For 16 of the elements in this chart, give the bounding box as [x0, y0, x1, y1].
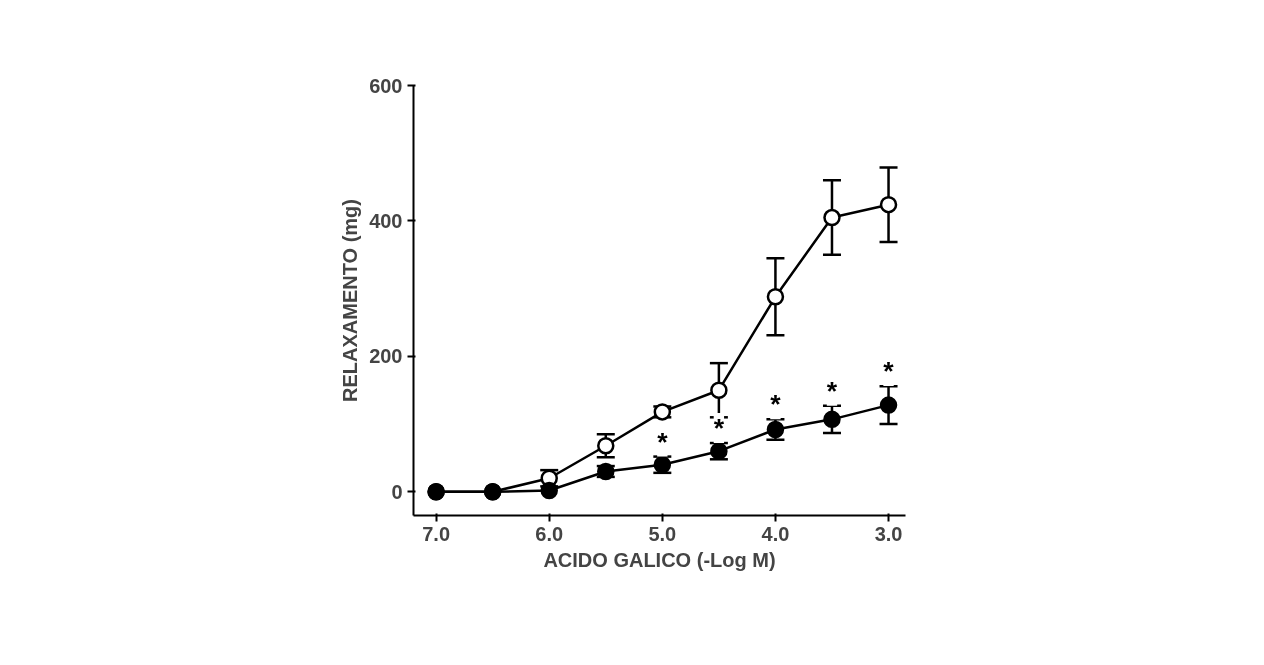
annotation: *: [883, 356, 895, 387]
annotation: *: [713, 412, 725, 443]
y-tick-label: 400: [369, 209, 403, 232]
x-tick-label: 7.0: [422, 522, 451, 545]
y-tick-label: 0: [391, 480, 403, 503]
x-tick-label: 6.0: [535, 522, 564, 545]
x-tick-label: 5.0: [648, 522, 677, 545]
y-tick-label: 600: [369, 74, 403, 97]
x-tick-label: 3.0: [874, 522, 903, 545]
x-axis-title: ACIDO GALICO (-Log M): [543, 548, 776, 571]
x-tick-label: 4.0: [761, 522, 790, 545]
annotation: *: [826, 375, 838, 406]
y-axis-title: RELAXAMENTO (mg): [339, 199, 362, 402]
y-tick-label: 200: [369, 345, 403, 368]
annotation: *: [770, 389, 782, 420]
annotation: *: [657, 426, 669, 457]
